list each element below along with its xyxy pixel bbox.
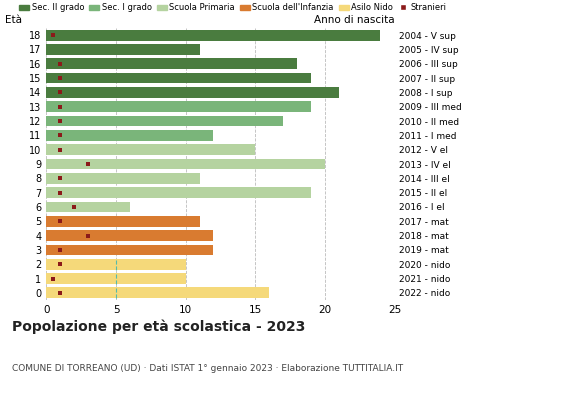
- Bar: [46, 116, 283, 126]
- Bar: [46, 130, 213, 141]
- Bar: [46, 288, 269, 298]
- Bar: [46, 159, 325, 169]
- Bar: [46, 87, 339, 98]
- Text: Anno di nascita: Anno di nascita: [314, 15, 394, 25]
- Bar: [46, 202, 130, 212]
- Legend: Sec. II grado, Sec. I grado, Scuola Primaria, Scuola dell'Infanzia, Asilo Nido, : Sec. II grado, Sec. I grado, Scuola Prim…: [16, 0, 450, 16]
- Text: Età: Età: [5, 15, 21, 25]
- Bar: [46, 101, 311, 112]
- Bar: [46, 259, 186, 270]
- Bar: [46, 216, 200, 227]
- Bar: [46, 173, 200, 184]
- Bar: [46, 144, 255, 155]
- Bar: [46, 73, 311, 84]
- Bar: [46, 187, 311, 198]
- Text: COMUNE DI TORREANO (UD) · Dati ISTAT 1° gennaio 2023 · Elaborazione TUTTITALIA.I: COMUNE DI TORREANO (UD) · Dati ISTAT 1° …: [12, 364, 403, 373]
- Bar: [46, 244, 213, 255]
- Bar: [46, 44, 200, 55]
- Bar: [46, 230, 213, 241]
- Text: Popolazione per età scolastica - 2023: Popolazione per età scolastica - 2023: [12, 320, 305, 334]
- Bar: [46, 30, 380, 40]
- Bar: [46, 273, 186, 284]
- Bar: [46, 58, 297, 69]
